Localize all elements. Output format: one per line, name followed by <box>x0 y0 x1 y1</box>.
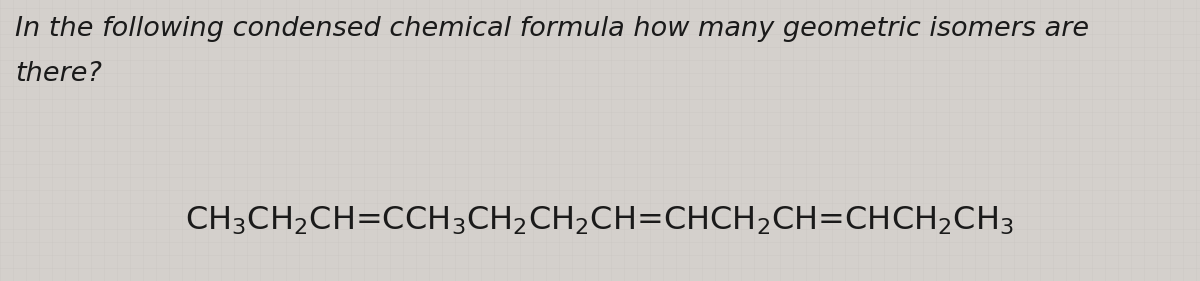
Text: In the following condensed chemical formula how many geometric isomers are: In the following condensed chemical form… <box>14 16 1090 42</box>
Text: there?: there? <box>14 61 102 87</box>
Text: CH$_{3}$CH$_{2}$CH=CCH$_{3}$CH$_{2}$CH$_{2}$CH=CHCH$_{2}$CH=CHCH$_{2}$CH$_{3}$: CH$_{3}$CH$_{2}$CH=CCH$_{3}$CH$_{2}$CH$_… <box>186 205 1014 237</box>
